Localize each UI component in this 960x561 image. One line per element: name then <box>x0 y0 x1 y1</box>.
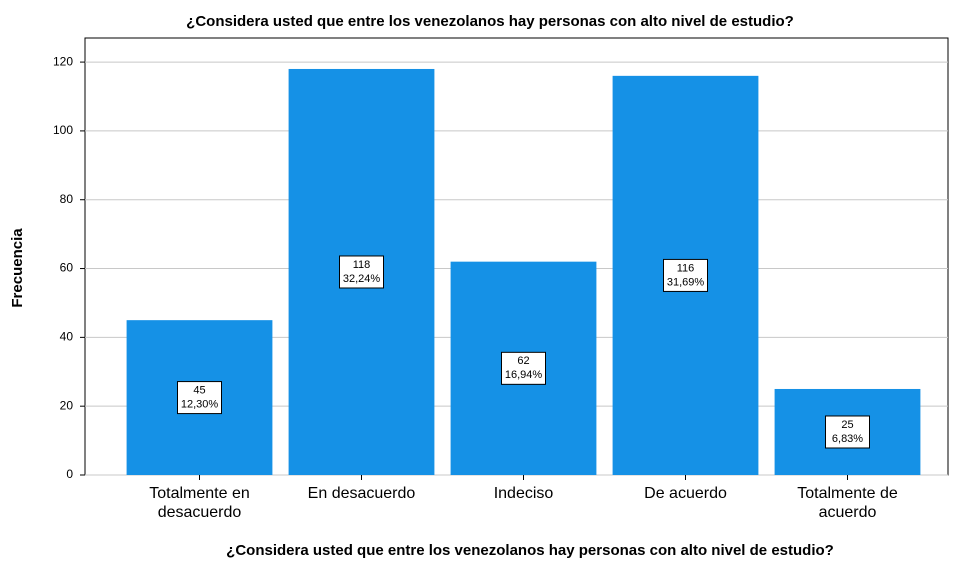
data-label-percent: 12,30% <box>181 398 219 410</box>
data-label-percent: 6,83% <box>832 433 863 445</box>
y-axis-title: Frecuencia <box>9 228 26 308</box>
x-tick-label: Indeciso <box>493 485 554 502</box>
data-label-box <box>501 351 546 385</box>
data-label-box <box>339 255 384 289</box>
data-label-count: 62 <box>517 355 529 367</box>
x-tick-label: En desacuerdo <box>307 485 416 502</box>
data-label-count: 118 <box>353 259 371 271</box>
data-label-box <box>825 415 870 449</box>
y-tick-label: 120 <box>53 54 73 68</box>
y-tick-label: 100 <box>53 123 73 137</box>
y-tick-label: 60 <box>60 261 74 275</box>
data-label-box <box>177 381 222 415</box>
data-label-percent: 16,94% <box>505 369 543 381</box>
y-tick-label: 0 <box>66 467 73 481</box>
y-tick-label: 80 <box>60 192 74 206</box>
x-axis-title: ¿Considera usted que entre los venezolan… <box>226 542 834 559</box>
data-label-count: 45 <box>193 384 205 396</box>
data-label-count: 25 <box>841 419 853 431</box>
x-tick-label: Totalmente en desacuerdo <box>149 485 250 521</box>
chart-title: ¿Considera usted que entre los venezolan… <box>186 13 794 30</box>
x-tick-label: Totalmente de acuerdo <box>797 485 898 521</box>
y-tick-label: 20 <box>60 398 74 412</box>
x-tick-label: De acuerdo <box>644 485 727 502</box>
data-label-percent: 32,24% <box>343 273 381 285</box>
y-tick-label: 40 <box>60 330 74 344</box>
data-label-count: 116 <box>677 262 695 274</box>
data-label-percent: 31,69% <box>667 276 705 288</box>
data-label-box <box>663 258 708 292</box>
